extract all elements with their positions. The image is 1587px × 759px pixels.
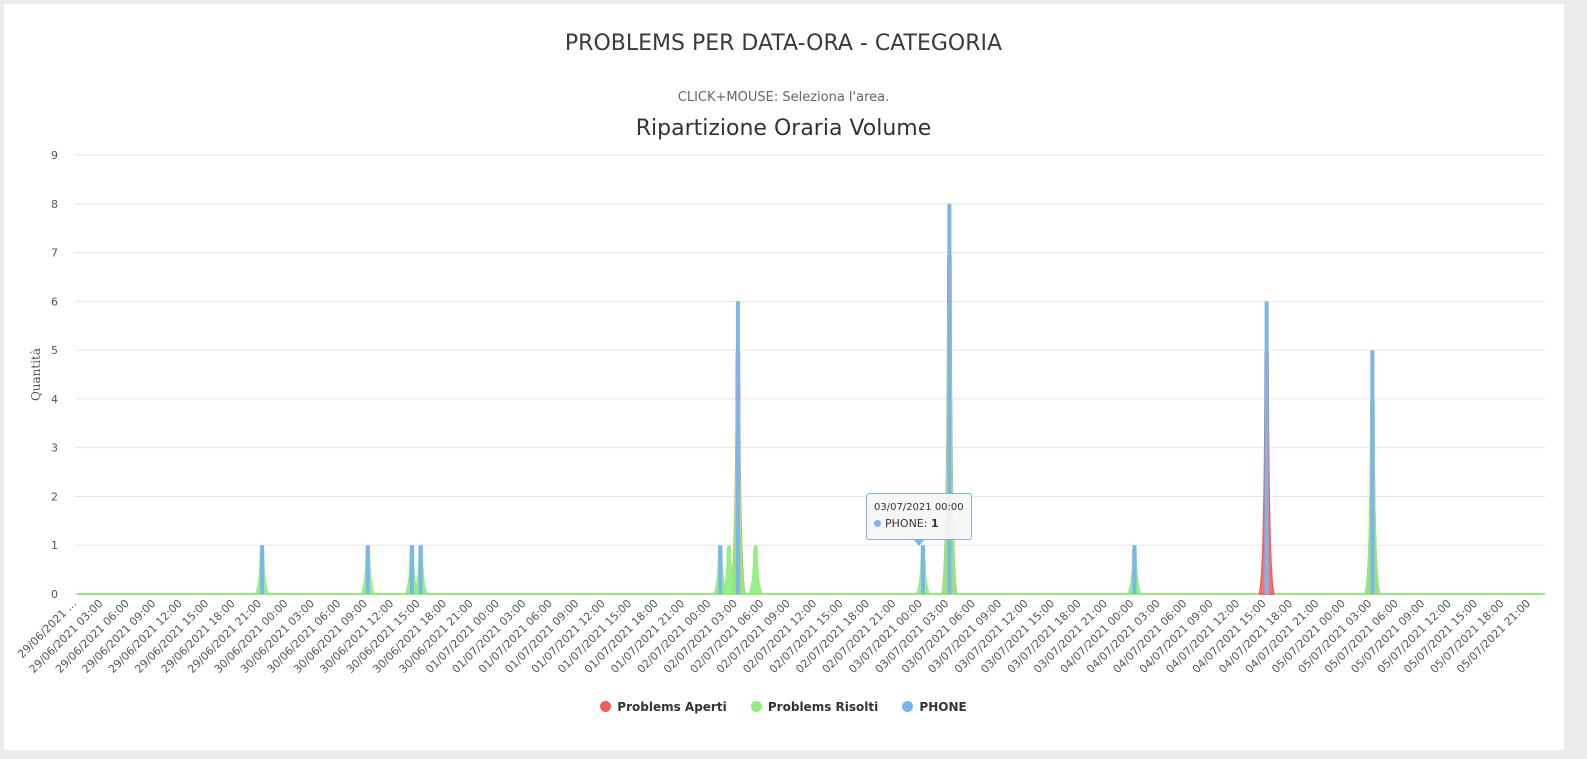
phone-column (260, 545, 265, 594)
phone-column (947, 203, 952, 594)
phone-column (735, 301, 740, 594)
tooltip-date: 03/07/2021 00:00 (874, 502, 964, 513)
zoom-hint: CLICK+MOUSE: Seleziona l'area. (677, 90, 890, 105)
phone-column (418, 545, 423, 594)
y-tick-label: 7 (51, 247, 58, 260)
chart-title: Ripartizione Oraria Volume (635, 116, 932, 141)
y-tick-label: 9 (51, 149, 58, 162)
phone-column (409, 545, 414, 594)
chart-legend: Problems Aperti Problems Risolti PHONE (0, 700, 1567, 714)
y-tick-label: 6 (51, 295, 58, 308)
legend-marker-phone (902, 701, 914, 712)
phone-column (1132, 545, 1137, 594)
tooltip-pointer (913, 539, 925, 546)
y-tick-label: 2 (51, 490, 58, 503)
chart-panel (4, 4, 1564, 750)
y-tick-label: 0 (51, 588, 58, 601)
legend-marker-risolti (750, 701, 762, 712)
legend-item-problems-risolti[interactable]: Problems Risolti (750, 700, 878, 714)
legend-item-phone[interactable]: PHONE (902, 700, 967, 714)
tooltip-value: 1 (930, 517, 939, 530)
y-tick-label: 8 (51, 198, 58, 211)
page-title: PROBLEMS PER DATA-ORA - CATEGORIA (564, 31, 1003, 56)
phone-column (718, 545, 723, 594)
chart-tooltip: 03/07/2021 00:00 PHONE: 1 (866, 493, 972, 540)
tooltip-series-marker (874, 520, 881, 527)
phone-column (1264, 301, 1269, 594)
phone-column (365, 545, 370, 594)
y-tick-label: 1 (51, 539, 58, 552)
risolti-area-point (747, 544, 764, 595)
y-tick-label: 4 (51, 393, 58, 406)
y-tick-label: 5 (51, 344, 58, 357)
phone-column (920, 545, 925, 594)
y-tick-label: 3 (51, 442, 58, 455)
tooltip-series-label: PHONE: (885, 517, 928, 530)
legend-marker-aperti (600, 701, 612, 712)
phone-column (1370, 350, 1375, 594)
y-axis-title: Quantità (29, 348, 43, 401)
legend-item-problems-aperti[interactable]: Problems Aperti (600, 700, 727, 714)
